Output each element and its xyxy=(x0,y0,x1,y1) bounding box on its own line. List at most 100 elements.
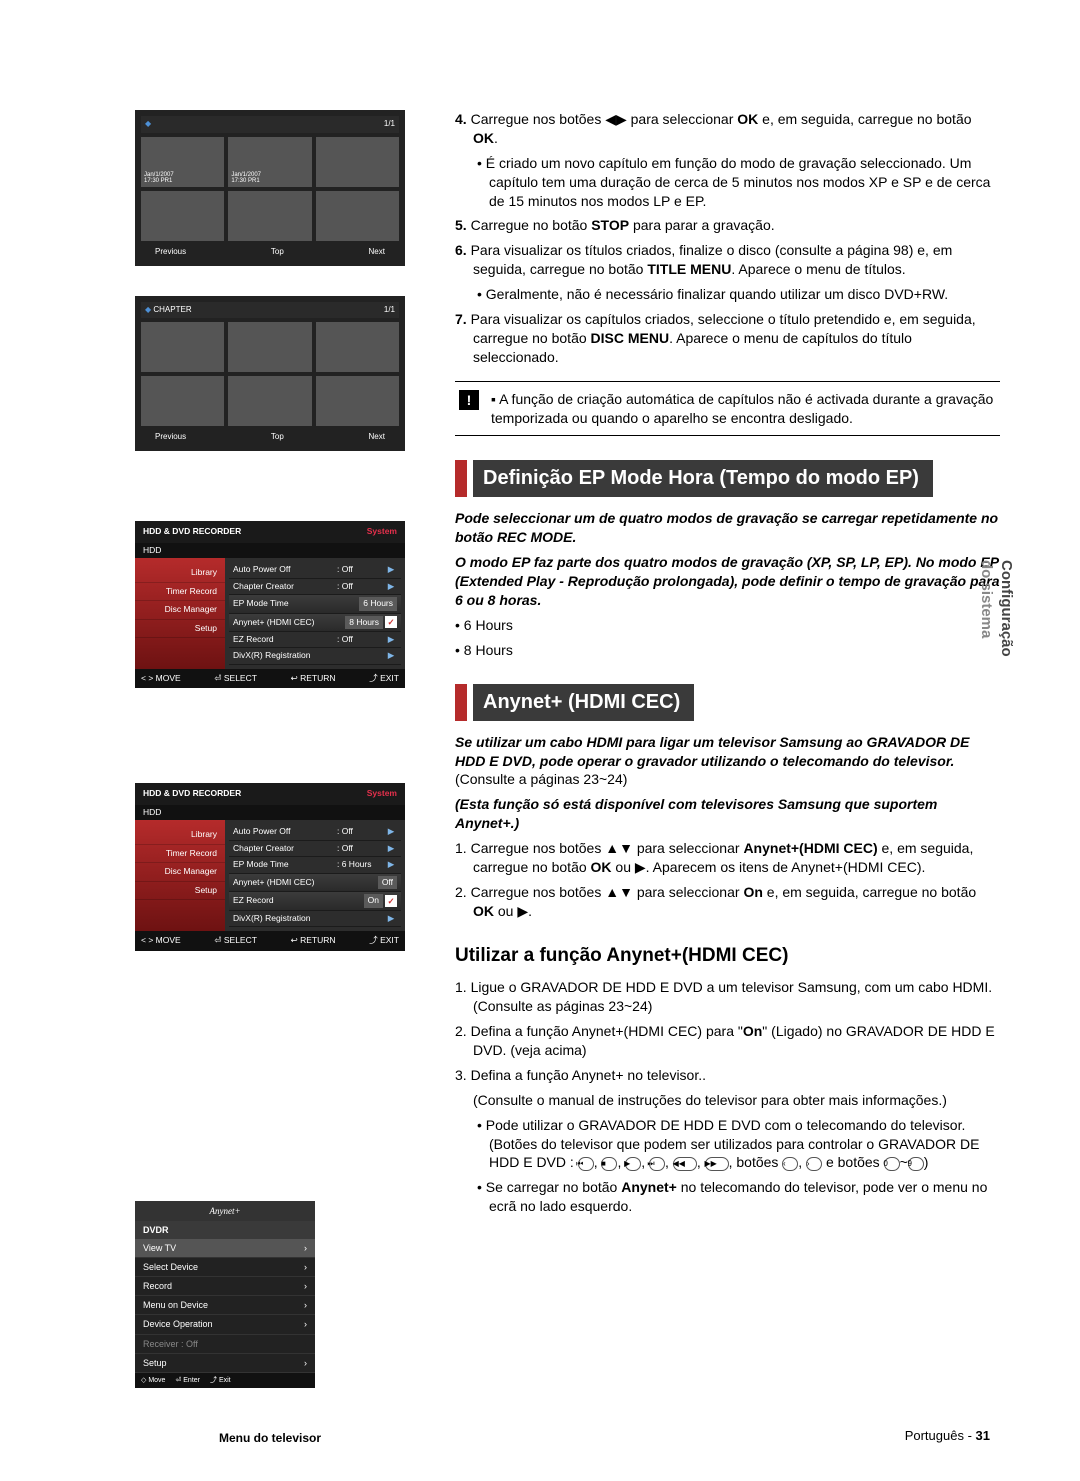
tvmenu-item[interactable]: View TV› xyxy=(135,1239,315,1258)
menu-section: System xyxy=(367,526,397,537)
tvmenu-item[interactable]: Select Device› xyxy=(135,1258,315,1277)
skip-fwd-icon: ⏭ xyxy=(649,1157,665,1171)
menu-row[interactable]: DivX(R) Registration▶ xyxy=(229,911,401,927)
tvmenu-item[interactable]: Record› xyxy=(135,1277,315,1296)
side-tab-label: Configuraçãodo sistema xyxy=(976,560,1017,657)
menu-subtitle: HDD xyxy=(135,805,405,820)
step-3b: (Consulte o manual de instruções do tele… xyxy=(455,1091,1000,1110)
subsection-anynet-use: Utilizar a função Anynet+(HDMI CEC) xyxy=(455,943,1000,969)
sidebar-item[interactable]: Timer Record xyxy=(135,845,225,863)
check-icon: ✓ xyxy=(385,616,397,628)
nav-hint: ↩ RETURN xyxy=(291,935,336,946)
menu-row-selected[interactable]: Anynet+ (HDMI CEC)Off xyxy=(229,874,401,892)
previous-button[interactable]: Previous xyxy=(155,432,186,443)
thumbnail-cell xyxy=(228,376,311,426)
step-1: 1. Ligue o GRAVADOR DE HDD E DVD a um te… xyxy=(455,978,1000,1016)
note-block: ! ▪ A função de criação automática de ca… xyxy=(455,381,1000,437)
thumbnail-cell xyxy=(316,191,399,241)
play-icon: ▶ xyxy=(625,1157,641,1171)
sidebar-item[interactable]: Library xyxy=(135,826,225,844)
tvmenu-item[interactable]: Setup› xyxy=(135,1354,315,1373)
note-text: A função de criação automática de capítu… xyxy=(491,391,993,426)
tvmenu-caption: Menu do televisor xyxy=(135,1430,405,1446)
anynet-logo: Anynet+ xyxy=(135,1201,315,1221)
section-anynet: Anynet+ (HDMI CEC) xyxy=(455,684,1000,721)
step-5: 5. Carregue no botão STOP para parar a g… xyxy=(455,216,1000,235)
page-count: 1/1 xyxy=(384,305,395,316)
substep: • Geralmente, não é necessário finalizar… xyxy=(455,285,1000,304)
panel-title: ◆ CHAPTER xyxy=(145,305,192,316)
bullet: • 6 Hours xyxy=(455,616,1000,635)
page-footer: Português - 31 xyxy=(905,1427,990,1445)
tv-anynet-menu: Anynet+ DVDR View TV› Select Device› Rec… xyxy=(135,1201,315,1389)
thumbnail-cell xyxy=(228,322,311,372)
sidebar-item[interactable]: Disc Manager xyxy=(135,601,225,619)
menu-row-selected[interactable]: EP Mode Time6 Hours xyxy=(229,595,401,613)
nav-hint: ⤴ EXIT xyxy=(369,935,399,946)
bullet-icon: ◆ xyxy=(145,119,151,130)
menu-row[interactable]: EZ Record: Off▶ xyxy=(229,632,401,648)
tvmenu-item-disabled: Receiver : Off xyxy=(135,1335,315,1354)
sidebar-item[interactable]: Setup xyxy=(135,620,225,638)
thumbnail-cell xyxy=(316,322,399,372)
thumbnail-cell xyxy=(316,137,399,187)
menu-subtitle: HDD xyxy=(135,543,405,558)
menu-title: HDD & DVD RECORDER xyxy=(143,526,241,537)
step-3: 3. Defina a função Anynet+ no televisor.… xyxy=(455,1066,1000,1085)
bullet: • 8 Hours xyxy=(455,641,1000,660)
menu-row[interactable]: EP Mode Time: 6 Hours▶ xyxy=(229,857,401,873)
nav-hint: ⏎ Enter xyxy=(175,1376,200,1385)
menu-row[interactable]: Auto Power Off: Off▶ xyxy=(229,824,401,840)
menu-title: HDD & DVD RECORDER xyxy=(143,788,241,799)
intro-text: O modo EP faz parte dos quatro modos de … xyxy=(455,553,1000,610)
menu-sidebar: Library Timer Record Disc Manager Setup xyxy=(135,558,225,669)
skip-back-icon: ⏮ xyxy=(578,1157,594,1171)
menu-row-dropdown[interactable]: EZ RecordOn✓ xyxy=(229,892,401,910)
system-menu-epmode: HDD & DVD RECORDER System HDD Library Ti… xyxy=(135,521,405,688)
step-4: 4. Carregue nos botões ◀▶ para seleccion… xyxy=(455,110,1000,148)
menu-options: Auto Power Off: Off▶ Chapter Creator: Of… xyxy=(225,558,405,669)
nav-hint: ⤴ Exit xyxy=(210,1376,231,1385)
menu-options: Auto Power Off: Off▶ Chapter Creator: Of… xyxy=(225,820,405,931)
digit-9-icon: 9 xyxy=(908,1157,924,1171)
nav-hint: ↩ RETURN xyxy=(291,673,336,684)
step-1: 1. Carregue nos botões ▲▼ para seleccion… xyxy=(455,839,1000,877)
menu-row[interactable]: DivX(R) Registration▶ xyxy=(229,648,401,664)
menu-row[interactable]: Auto Power Off: Off▶ xyxy=(229,562,401,578)
next-button[interactable]: Next xyxy=(369,432,385,443)
menu-row[interactable]: Chapter Creator: Off▶ xyxy=(229,841,401,857)
intro-text: (Esta função só está disponível com tele… xyxy=(455,795,1000,833)
sidebar-item[interactable]: Disc Manager xyxy=(135,863,225,881)
thumbnail-cell xyxy=(316,376,399,426)
tvmenu-title: DVDR xyxy=(135,1221,315,1239)
substep: • Se carregar no botão Anynet+ no teleco… xyxy=(455,1178,1000,1216)
top-button[interactable]: Top xyxy=(271,432,284,443)
stop-icon: ■ xyxy=(601,1157,617,1171)
arrow-right-icon: › xyxy=(806,1157,822,1171)
top-button[interactable]: Top xyxy=(271,247,284,258)
thumbnail-cell xyxy=(141,376,224,426)
sidebar-item[interactable]: Timer Record xyxy=(135,583,225,601)
nav-hint: ◇ Move xyxy=(141,1376,165,1385)
next-button[interactable]: Next xyxy=(369,247,385,258)
sidebar-item[interactable]: Setup xyxy=(135,882,225,900)
step-7: 7. Para visualizar os capítulos criados,… xyxy=(455,310,1000,367)
menu-sidebar: Library Timer Record Disc Manager Setup xyxy=(135,820,225,931)
substep: • É criado um novo capítulo em função do… xyxy=(455,154,1000,211)
intro-text: Pode seleccionar um de quatro modos de g… xyxy=(455,509,1000,547)
nav-hint: < > MOVE xyxy=(141,673,181,684)
previous-button[interactable]: Previous xyxy=(155,247,186,258)
step-6: 6. Para visualizar os títulos criados, f… xyxy=(455,241,1000,279)
sidebar-item[interactable]: Library xyxy=(135,564,225,582)
digit-0-icon: 0 xyxy=(884,1157,900,1171)
menu-row-dropdown[interactable]: Anynet+ (HDMI CEC)8 Hours✓ xyxy=(229,614,401,632)
step-2: 2. Defina a função Anynet+(HDMI CEC) par… xyxy=(455,1022,1000,1060)
ffwd-icon: ▶▶ xyxy=(705,1157,729,1171)
menu-row[interactable]: Chapter Creator: Off▶ xyxy=(229,579,401,595)
tvmenu-item[interactable]: Menu on Device› xyxy=(135,1296,315,1315)
thumbnail-cell: Jan/1/200717:30 PR1 xyxy=(228,137,311,187)
tvmenu-item[interactable]: Device Operation› xyxy=(135,1315,315,1334)
section-ep-mode: Definição EP Mode Hora (Tempo do modo EP… xyxy=(455,460,1000,497)
title-thumbnail-panel: ◆ 1/1 Jan/1/200717:30 PR1 Jan/1/200717:3… xyxy=(135,110,405,266)
system-menu-anynet: HDD & DVD RECORDER System HDD Library Ti… xyxy=(135,783,405,950)
